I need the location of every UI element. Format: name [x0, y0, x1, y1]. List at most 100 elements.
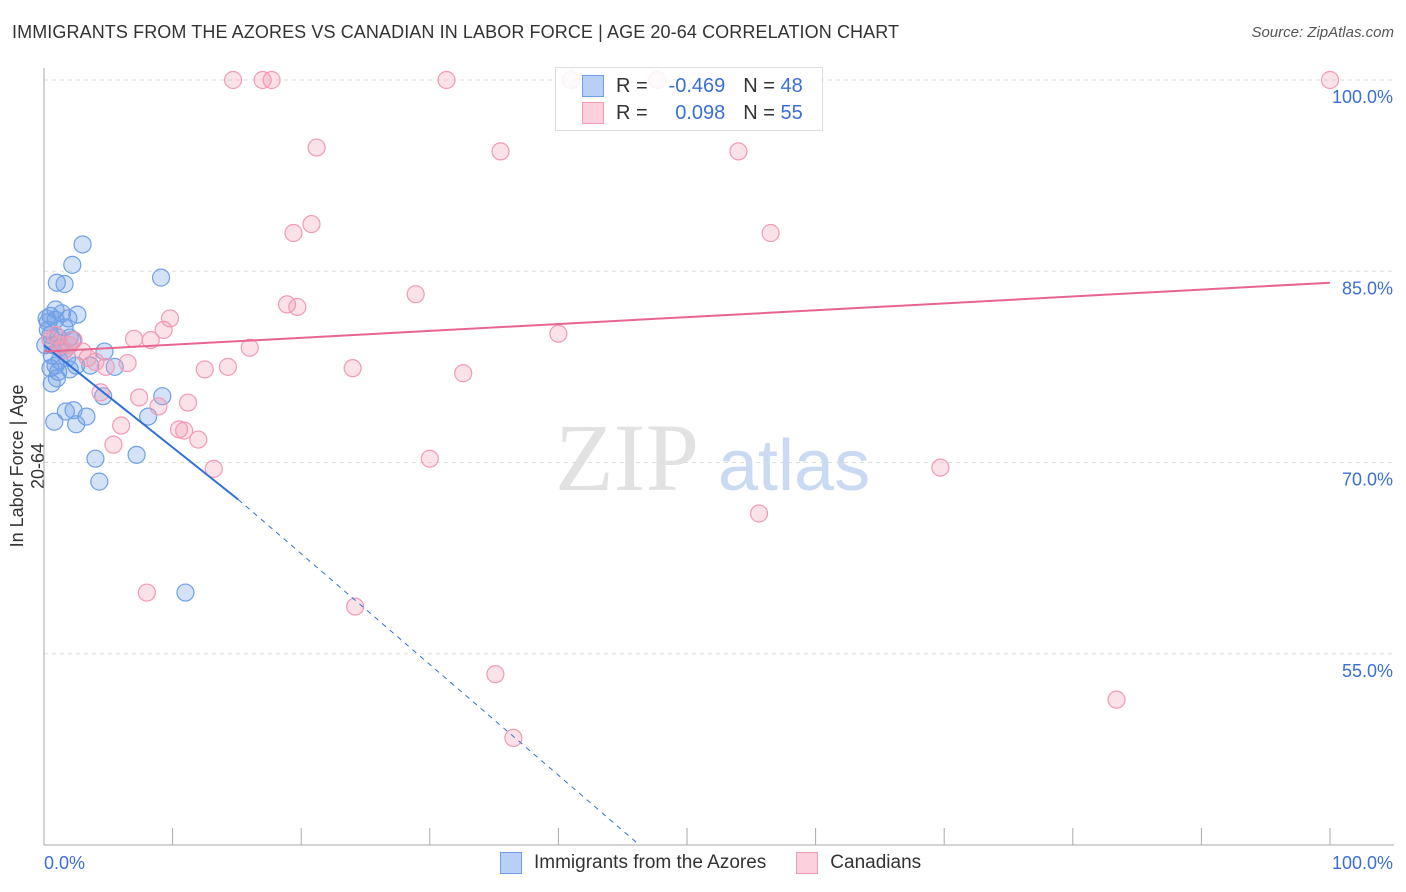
- canadians-point: [437, 70, 456, 90]
- chart-title: IMMIGRANTS FROM THE AZORES VS CANADIAN I…: [12, 22, 900, 42]
- canadians-point: [130, 388, 149, 407]
- canadians-point: [149, 397, 168, 416]
- canadians-point: [124, 329, 144, 348]
- canadians-point: [1107, 690, 1126, 709]
- canadians-point: [118, 353, 137, 373]
- x-tick-label: 0.0%: [44, 853, 85, 873]
- r-value: -0.469: [668, 74, 726, 97]
- canadians-point: [46, 325, 65, 345]
- source-label: Source: ZipAtlas.com: [1251, 24, 1394, 41]
- azores-point: [86, 449, 105, 468]
- y-tick-label: 55.0%: [1342, 661, 1393, 681]
- azores-point: [59, 309, 78, 328]
- azores-point: [153, 387, 172, 406]
- azores-point: [47, 273, 66, 292]
- series-legend: Immigrants from the Azores Canadians: [500, 852, 921, 874]
- azores-swatch: [582, 75, 604, 97]
- canadians-point: [223, 70, 243, 90]
- azores-point: [37, 309, 56, 328]
- canadians-point: [486, 665, 505, 684]
- x-tick-label: 100.0%: [1332, 853, 1393, 873]
- y-tick-label: 85.0%: [1342, 278, 1393, 298]
- canadians-point: [302, 214, 321, 234]
- azores-swatch: [500, 852, 522, 874]
- canadians-point: [491, 142, 510, 161]
- canadians-point: [262, 70, 281, 90]
- azores-point: [68, 305, 87, 324]
- canadians-point: [284, 223, 303, 243]
- n-value: 55: [780, 101, 803, 124]
- canadians-point: [154, 320, 173, 339]
- azores-point: [73, 235, 92, 254]
- azores-point: [90, 472, 109, 491]
- canadians-point: [218, 357, 237, 376]
- canadians-point: [288, 297, 307, 317]
- legend-row-azores: R = -0.469 N = 48: [582, 73, 803, 99]
- r-label: R =: [616, 74, 648, 97]
- canadians-point: [454, 364, 473, 383]
- azores-point: [55, 274, 74, 294]
- canadians-point: [96, 357, 115, 376]
- canadians-swatch: [582, 102, 604, 124]
- canadians-point: [204, 459, 223, 478]
- canadians-trendline: [43, 281, 1331, 353]
- canadians-point: [141, 331, 160, 350]
- azores-point: [45, 412, 64, 431]
- n-value: 48: [780, 74, 803, 97]
- n-label: N =: [743, 74, 775, 97]
- azores-point: [67, 415, 86, 434]
- y-tick-label: 70.0%: [1342, 470, 1393, 490]
- canadians-point: [729, 142, 748, 161]
- azores-point: [127, 445, 146, 464]
- canadians-point: [931, 458, 950, 477]
- azores-point: [77, 407, 96, 426]
- azores-point: [41, 359, 60, 378]
- canadians-point: [78, 348, 97, 368]
- canadians-point: [160, 309, 180, 328]
- canadians-point: [112, 416, 131, 435]
- azores-point: [151, 268, 171, 287]
- canadians-point: [761, 223, 780, 243]
- canadians-point: [406, 285, 425, 304]
- azores-trendline-extrapolated: [237, 499, 640, 846]
- n-label: N =: [743, 101, 775, 124]
- canadians-point: [240, 338, 259, 357]
- canadians-point: [343, 359, 362, 378]
- azores-point: [60, 360, 79, 379]
- canadians-point: [749, 504, 769, 523]
- legend-item-canadians[interactable]: Canadians: [796, 852, 921, 874]
- r-value: 0.098: [675, 101, 726, 124]
- canadians-point: [549, 324, 568, 343]
- legend-label: Immigrants from the Azores: [534, 852, 767, 873]
- azores-point: [63, 255, 82, 274]
- canadians-point: [346, 597, 365, 616]
- r-label: R =: [616, 101, 648, 124]
- azores-point: [176, 583, 195, 602]
- canadians-point: [104, 435, 123, 454]
- canadians-point: [175, 421, 194, 440]
- canadians-point: [137, 583, 156, 602]
- watermark-atlas: atlas: [718, 426, 870, 506]
- canadians-point: [1320, 70, 1340, 90]
- canadians-point: [307, 138, 326, 157]
- correlation-legend: R = -0.469 N = 48 R = 0.098 N = 55: [555, 67, 823, 131]
- canadians-point: [50, 336, 69, 355]
- canadians-swatch: [796, 852, 819, 874]
- azores-trendline: [43, 344, 239, 501]
- azores-point: [47, 369, 66, 388]
- canadians-point: [504, 728, 523, 748]
- legend-item-azores[interactable]: Immigrants from the Azores: [500, 852, 766, 874]
- legend-row-canadians: R = 0.098 N = 55: [582, 100, 803, 126]
- canadians-point: [41, 331, 60, 350]
- watermark-zip: ZIP: [555, 404, 699, 511]
- canadians-point: [178, 393, 198, 412]
- legend-label: Canadians: [830, 852, 922, 873]
- azores-point: [42, 374, 61, 393]
- y-tick-label: 100.0%: [1332, 87, 1393, 107]
- azores-point: [56, 402, 75, 421]
- canadians-point: [91, 383, 110, 402]
- canadians-point: [420, 449, 439, 468]
- canadians-point: [189, 430, 208, 449]
